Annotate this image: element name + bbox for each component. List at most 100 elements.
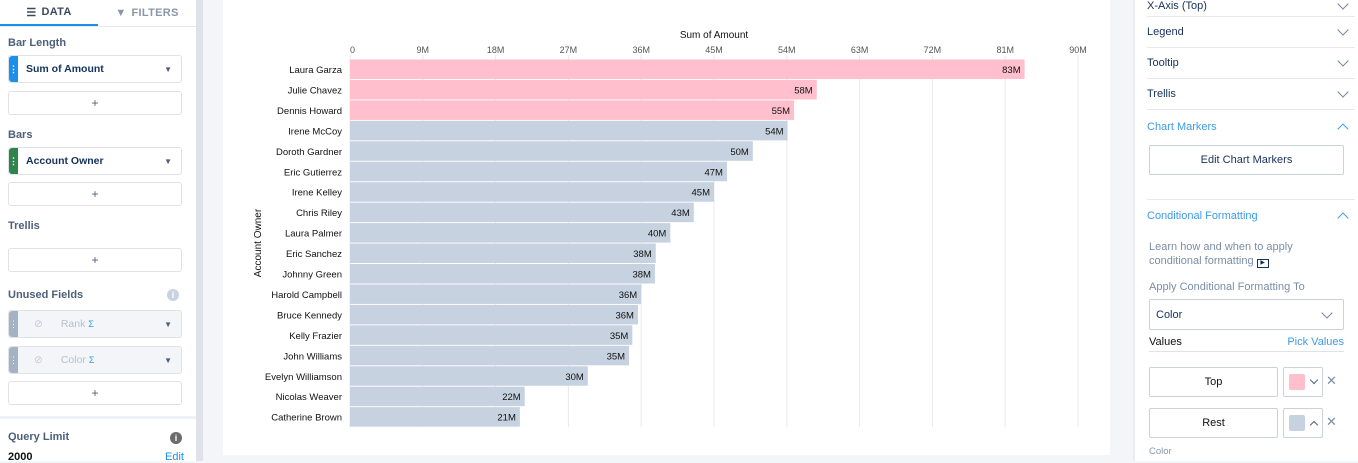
- bar[interactable]: [350, 120, 788, 141]
- values-header: Values Pick Values: [1149, 336, 1344, 352]
- chart-card: Sum of Amount Account Owner 0 9M 18M 27M 36M…: [223, 0, 1110, 455]
- bar[interactable]: [350, 100, 795, 120]
- bar[interactable]: [350, 407, 520, 427]
- color-footer-label: Color: [1149, 446, 1172, 457]
- pick-values-link[interactable]: Pick Values: [1287, 336, 1344, 348]
- measure-icon: Σ: [88, 319, 94, 329]
- section-conditional-formatting[interactable]: Conditional Formatting: [1147, 200, 1355, 231]
- data-label: 55M: [772, 106, 791, 117]
- bar[interactable]: [350, 182, 714, 202]
- help-link[interactable]: Learn how and when to apply conditional …: [1149, 241, 1293, 267]
- add-unused-button[interactable]: +: [8, 381, 182, 405]
- section-chart-markers[interactable]: Chart Markers: [1147, 111, 1355, 142]
- info-icon[interactable]: i: [167, 289, 179, 301]
- unused-field-rank[interactable]: ⋮ ⊘ Rank Σ ▼: [8, 310, 182, 338]
- x-tick-label: 27M: [560, 45, 578, 55]
- bar[interactable]: [350, 284, 642, 304]
- bar[interactable]: [350, 345, 630, 366]
- section-tooltip[interactable]: Tooltip: [1147, 48, 1355, 79]
- remove-rest-icon[interactable]: ✕: [1326, 414, 1337, 429]
- data-label: 47M: [704, 167, 723, 178]
- bar[interactable]: [350, 161, 727, 182]
- chevron-up-icon: [1337, 122, 1349, 135]
- add-trellis-button[interactable]: +: [8, 248, 182, 272]
- add-bar-length-button[interactable]: +: [8, 91, 182, 115]
- section-x-axis-top[interactable]: X-Axis (Top): [1147, 0, 1355, 17]
- unused-field-color[interactable]: ⋮ ⊘ Color Σ ▼: [8, 346, 182, 374]
- caret-down-icon[interactable]: ▼: [164, 355, 172, 365]
- bar[interactable]: [350, 264, 655, 284]
- hidden-icon: ⊘: [34, 354, 43, 366]
- tab-label: FILTERS: [131, 7, 179, 19]
- y-category-label: Irene McCoy: [288, 126, 342, 137]
- field-label: Sum of Amount: [26, 63, 104, 75]
- y-category-label: Dennis Howard: [277, 106, 342, 117]
- color-picker-rest[interactable]: [1283, 408, 1323, 438]
- y-category-label: Eric Gutierrez: [284, 167, 342, 178]
- add-bars-button[interactable]: +: [8, 182, 182, 206]
- remove-top-icon[interactable]: ✕: [1326, 373, 1337, 388]
- right-panel: X-Axis (Top) Legend Tooltip Trellis Char…: [1133, 0, 1358, 461]
- x-tick-label: 90M: [1069, 45, 1087, 55]
- field-label: Rank: [60, 318, 86, 330]
- drag-handle-icon[interactable]: ⋮: [9, 311, 18, 337]
- info-icon[interactable]: i: [170, 432, 182, 444]
- data-label: 35M: [607, 351, 626, 362]
- caret-down-icon[interactable]: ▼: [164, 156, 172, 166]
- x-axis-title: Sum of Amount: [680, 30, 749, 41]
- tab-filters[interactable]: ▼ FILTERS: [98, 0, 196, 26]
- x-tick-label: 81M: [996, 45, 1014, 55]
- y-category-label: Evelyn Williamson: [265, 372, 342, 383]
- value-rest-button[interactable]: Rest: [1149, 408, 1278, 438]
- apply-to-select[interactable]: Color: [1149, 299, 1344, 330]
- x-tick-label: 36M: [632, 45, 650, 55]
- bar[interactable]: [350, 223, 671, 243]
- tab-data[interactable]: ☰ DATA: [0, 0, 98, 26]
- video-play-icon[interactable]: ▶: [1256, 258, 1269, 268]
- data-label: 36M: [615, 310, 634, 321]
- measure-icon: Σ: [88, 355, 95, 365]
- y-category-label: Julie Chavez: [288, 85, 343, 96]
- bar-length-field[interactable]: ⋮ Sum of Amount ▼: [8, 55, 182, 83]
- bar[interactable]: [350, 243, 656, 264]
- section-legend[interactable]: Legend: [1147, 17, 1355, 48]
- edit-query-limit-link[interactable]: Edit: [165, 451, 184, 463]
- y-category-label: Nicolas Weaver: [276, 392, 342, 403]
- values-label: Values: [1149, 336, 1182, 348]
- bars-field[interactable]: ⋮ Account Owner ▼: [8, 147, 182, 175]
- caret-down-icon[interactable]: ▼: [164, 319, 172, 329]
- color-swatch: [1289, 415, 1305, 431]
- section-trellis[interactable]: Trellis: [1147, 79, 1355, 110]
- section-label: Trellis: [1147, 88, 1176, 100]
- chevron-down-icon: [1337, 0, 1349, 10]
- bar[interactable]: [350, 141, 753, 161]
- bar[interactable]: [350, 386, 525, 407]
- divider: [1147, 199, 1355, 200]
- bar[interactable]: [350, 366, 588, 386]
- bar[interactable]: [350, 59, 1025, 80]
- drag-handle-icon[interactable]: ⋮: [9, 347, 18, 373]
- bar[interactable]: [350, 304, 638, 325]
- y-category-label: Chris Riley: [296, 208, 342, 219]
- trellis-title: Trellis: [8, 220, 40, 232]
- bar-length-title: Bar Length: [8, 37, 67, 49]
- caret-down-icon[interactable]: ▼: [164, 64, 172, 74]
- drag-handle-icon[interactable]: ⋮: [9, 56, 18, 82]
- y-category-label: Bruce Kennedy: [277, 310, 342, 321]
- bar[interactable]: [350, 79, 817, 100]
- data-label: 43M: [671, 208, 690, 219]
- edit-chart-markers-button[interactable]: Edit Chart Markers: [1149, 145, 1344, 175]
- help-text[interactable]: Learn how and when to apply conditional …: [1149, 241, 1309, 268]
- color-swatch: [1289, 374, 1305, 390]
- x-tick-label: 72M: [924, 45, 942, 55]
- field-label: Color: [60, 354, 86, 366]
- value-top-button[interactable]: Top: [1149, 367, 1278, 397]
- bar[interactable]: [350, 202, 694, 223]
- color-picker-top[interactable]: [1283, 367, 1323, 397]
- bar[interactable]: [350, 325, 633, 345]
- divider: [0, 416, 196, 419]
- section-label: Tooltip: [1147, 57, 1179, 69]
- drag-handle-icon[interactable]: ⋮: [9, 148, 18, 174]
- field-label: Account Owner: [26, 155, 104, 167]
- scrollbar[interactable]: [196, 0, 203, 461]
